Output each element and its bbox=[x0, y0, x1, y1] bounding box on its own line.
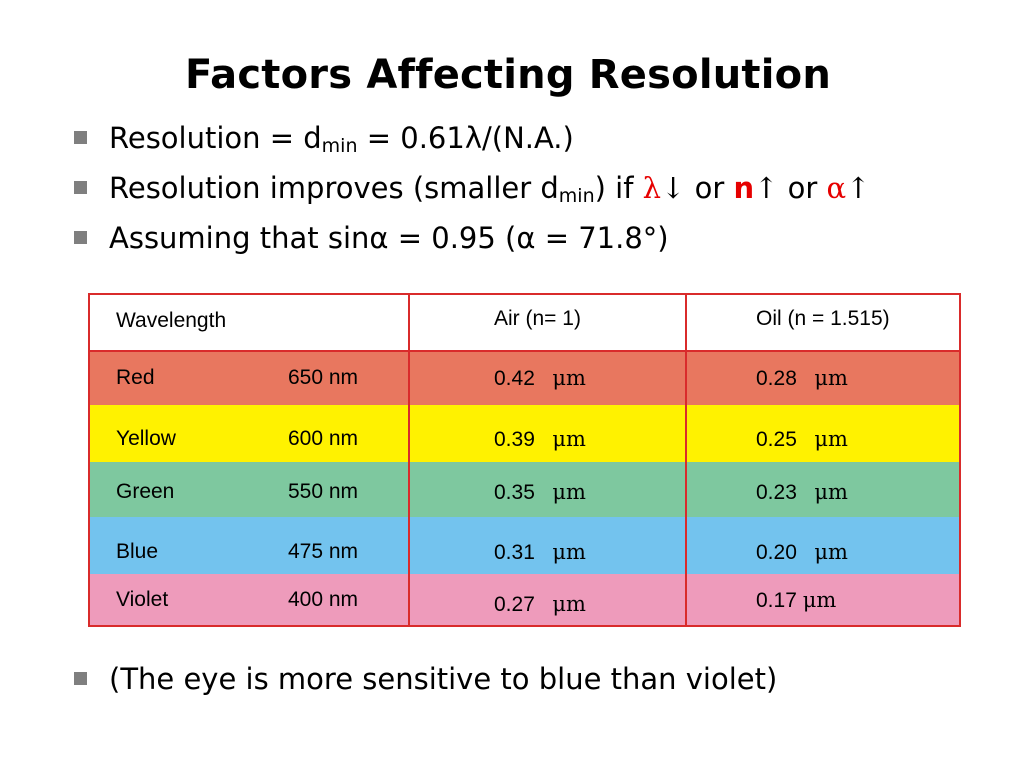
table-column-divider bbox=[408, 295, 410, 625]
header-oil: Oil (n = 1.515) bbox=[756, 307, 890, 330]
row-wavelength-nm: 400 nm bbox=[288, 588, 359, 611]
bullet-text: Assuming that sinα = 0.95 (α = 71.8°) bbox=[109, 221, 669, 255]
bullet-eye-sensitivity: (The eye is more sensitive to blue than … bbox=[74, 657, 994, 701]
header-air: Air (n= 1) bbox=[494, 307, 581, 330]
row-color-name: Blue bbox=[116, 540, 159, 563]
table-row: Red 650 nm 0.42 μm 0.28 μm bbox=[90, 352, 959, 405]
table-row: Green 550 nm 0.35 μm 0.23 μm bbox=[90, 462, 959, 517]
table-header-row: Wavelength Air (n= 1) Oil (n = 1.515) bbox=[90, 295, 959, 350]
down-arrow-icon: ↓ bbox=[661, 171, 686, 205]
row-air-value: 0.31 μm bbox=[494, 540, 586, 564]
table-divider bbox=[90, 350, 959, 352]
row-color-name: Yellow bbox=[116, 427, 176, 450]
bullet-text: Resolution improves (smaller dmin) if λ↓… bbox=[109, 171, 871, 207]
row-oil-value: 0.25 μm bbox=[756, 427, 848, 451]
bullet-resolution-improves: Resolution improves (smaller dmin) if λ↓… bbox=[74, 166, 994, 210]
row-color-name: Red bbox=[116, 366, 155, 389]
row-wavelength-nm: 600 nm bbox=[288, 427, 359, 450]
slide-title: Factors Affecting Resolution bbox=[184, 52, 831, 98]
n-symbol: n bbox=[733, 171, 755, 205]
table-row: Yellow 600 nm 0.39 μm 0.25 μm bbox=[90, 405, 959, 462]
row-air-value: 0.42 μm bbox=[494, 366, 586, 390]
row-color-name: Violet bbox=[116, 588, 169, 611]
table-row: Violet 400 nm 0.27 μm 0.17 μm bbox=[90, 574, 959, 625]
bullet-assumption: Assuming that sinα = 0.95 (α = 71.8°) bbox=[74, 216, 994, 260]
row-wavelength-nm: 475 nm bbox=[288, 540, 359, 563]
alpha-symbol: α bbox=[826, 171, 847, 205]
row-oil-value: 0.20 μm bbox=[756, 540, 848, 564]
row-air-value: 0.35 μm bbox=[494, 480, 586, 504]
bullet-text: (The eye is more sensitive to blue than … bbox=[109, 662, 778, 696]
bullet-square-icon bbox=[74, 131, 87, 144]
row-oil-value: 0.28 μm bbox=[756, 366, 848, 390]
bullet-resolution-formula: Resolution = dmin = 0.61λ/(N.A.) bbox=[74, 116, 994, 160]
bullet-square-icon bbox=[74, 181, 87, 194]
bullet-square-icon bbox=[74, 672, 87, 685]
header-wavelength: Wavelength bbox=[116, 309, 227, 332]
lambda-symbol: λ bbox=[642, 171, 662, 205]
row-air-value: 0.39 μm bbox=[494, 427, 586, 451]
up-arrow-icon: ↑ bbox=[754, 171, 779, 205]
bullet-square-icon bbox=[74, 231, 87, 244]
resolution-table: Wavelength Air (n= 1) Oil (n = 1.515) Re… bbox=[88, 293, 961, 627]
table-row: Blue 475 nm 0.31 μm 0.20 μm bbox=[90, 517, 959, 574]
row-oil-value: 0.23 μm bbox=[756, 480, 848, 504]
row-color-name: Green bbox=[116, 480, 175, 503]
row-wavelength-nm: 650 nm bbox=[288, 366, 359, 389]
bullet-text: Resolution = dmin = 0.61λ/(N.A.) bbox=[109, 121, 574, 157]
up-arrow-icon: ↑ bbox=[846, 171, 871, 205]
table-column-divider bbox=[685, 295, 687, 625]
row-air-value: 0.27 μm bbox=[494, 592, 586, 616]
row-oil-value: 0.17 μm bbox=[756, 588, 837, 612]
row-wavelength-nm: 550 nm bbox=[288, 480, 359, 503]
